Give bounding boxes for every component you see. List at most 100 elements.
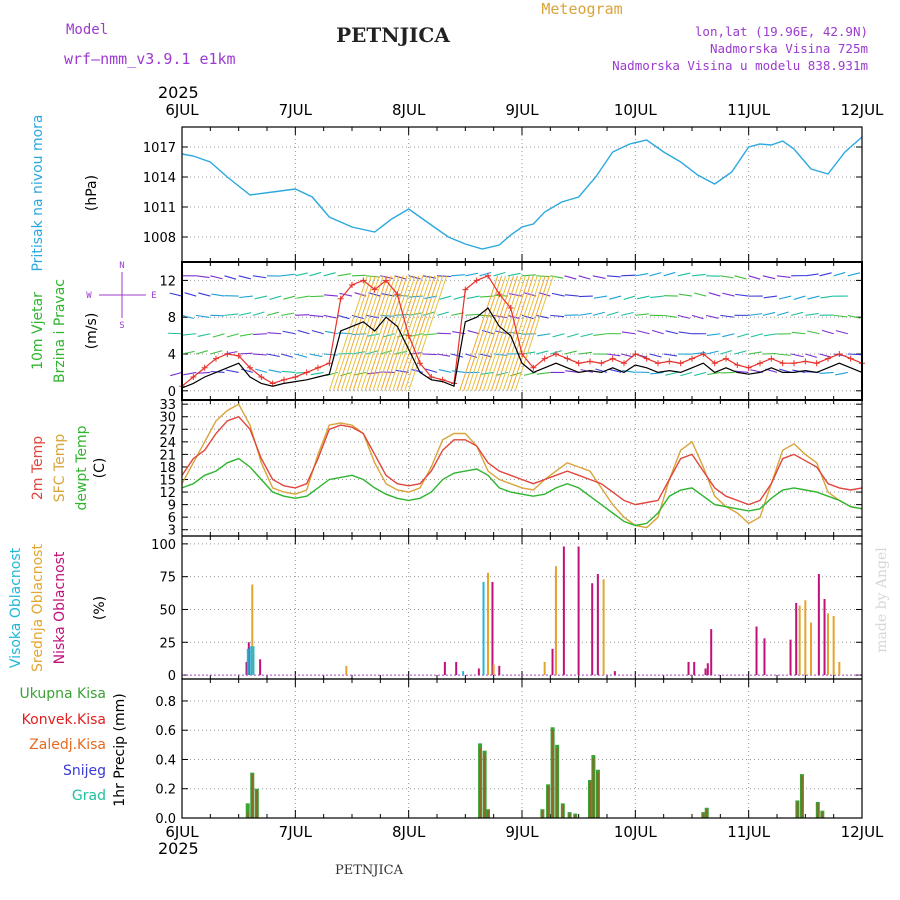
y-tick-label: 1008: [143, 231, 176, 246]
wind-ylabel-line2: Brzina i Pravac: [52, 279, 68, 383]
wind-arrow: [763, 333, 778, 337]
wind-arrow: [636, 295, 650, 300]
gust-marker: [723, 355, 729, 362]
gust-marker: [201, 364, 208, 371]
convective-precip-bar: [541, 810, 544, 818]
wind-arrow: [819, 371, 834, 375]
wind-arrow-strong: [502, 275, 542, 391]
wind-arrow: [608, 368, 622, 373]
legend-frozen: Zaledj.Kisa: [29, 737, 106, 753]
wind-arrow: [748, 275, 761, 280]
low-cloud-bar: [577, 546, 580, 676]
y-tick-label: 0: [168, 669, 176, 684]
wind-arrow: [819, 272, 832, 277]
time-label-top: 11JUL: [727, 101, 770, 119]
wind-arrow: [436, 353, 451, 357]
dewpoint-label: dewpt Temp: [74, 425, 90, 510]
gust-marker: [247, 364, 253, 371]
wind-arrow: [578, 351, 593, 355]
y-tick-label: 24: [159, 436, 176, 451]
wind-arrow: [238, 275, 251, 280]
time-label-bottom: 10JUL: [614, 823, 657, 841]
low-cloud-bar: [498, 665, 501, 676]
total-precip-bar: [245, 803, 250, 818]
gust-marker: [564, 355, 571, 362]
low-cloud-bar: [596, 574, 599, 676]
time-label-top: 12JUL: [841, 101, 884, 119]
wind-arrow: [311, 329, 324, 335]
panel-frame: [181, 678, 863, 819]
low-cloud-bar: [562, 546, 565, 676]
mid-cloud-bar: [827, 613, 829, 676]
wind-arrow: [366, 314, 380, 319]
mid-cloud-bar: [798, 605, 801, 676]
gust-marker: [258, 374, 265, 380]
gust-marker: [734, 362, 741, 369]
gust-marker: [519, 351, 525, 357]
gust-marker: [530, 364, 537, 371]
wind-arrow: [184, 292, 197, 297]
wind-arrow: [691, 314, 704, 320]
gust-marker: [711, 360, 718, 367]
wind-arrow: [566, 333, 579, 338]
low-cloud-bar: [795, 602, 798, 676]
gust-marker: [621, 360, 627, 367]
wind-arrow: [623, 295, 636, 300]
y-tick-label: 0.0: [155, 812, 176, 827]
gust-marker: [428, 374, 435, 380]
wind-arrow: [650, 371, 664, 375]
wind-arrow: [550, 275, 564, 279]
wind-arrow: [736, 333, 749, 338]
wind-arrow: [722, 333, 735, 338]
wind-arrow: [835, 330, 848, 335]
wind-arrow: [269, 295, 282, 300]
y-tick-label: 15: [159, 474, 176, 489]
low-cloud-bar: [789, 639, 792, 676]
wind-arrow-strong: [348, 275, 388, 391]
gust-marker: [757, 360, 763, 367]
convective-precip-bar: [556, 747, 559, 818]
wind-arrow: [835, 371, 848, 376]
wind-arrow: [339, 292, 353, 297]
convective-precip-bar: [483, 753, 486, 818]
wind-arrow: [507, 314, 520, 320]
wind-arrow-strong: [404, 275, 444, 391]
wind-arrow: [680, 371, 693, 377]
wind-arrow-strong: [459, 275, 499, 391]
y-tick-label: 3: [168, 524, 176, 539]
gust-marker: [632, 351, 639, 357]
wind-arrow: [776, 353, 791, 356]
wind-arrow-strong: [376, 275, 416, 391]
wind-arrow: [564, 350, 577, 355]
wind-arrow: [323, 272, 336, 277]
mid-cloud-bar: [345, 665, 348, 676]
wind-arrow: [252, 311, 265, 316]
wind-arrow: [778, 295, 792, 300]
wind-arrow: [720, 314, 734, 318]
wind-arrow: [424, 295, 438, 300]
convective-precip-bar: [816, 803, 819, 818]
y-tick-label: 12: [159, 274, 176, 289]
wind-arrow: [621, 274, 636, 277]
wind-arrow: [353, 371, 367, 376]
wind-arrow: [255, 368, 268, 373]
convective-precip-bar: [551, 730, 554, 818]
wind-arrow: [606, 353, 621, 357]
wind-arrow: [621, 311, 634, 316]
wind-arrow: [677, 314, 691, 319]
time-label-top: 10JUL: [614, 101, 657, 119]
compass-e: E: [151, 291, 156, 301]
wind-arrow-strong: [494, 275, 534, 391]
convective-precip-bar: [596, 772, 599, 818]
gust-marker: [836, 351, 843, 357]
wind-arrow: [819, 353, 832, 358]
wind-arrow: [366, 275, 380, 278]
low-cloud-bar: [259, 659, 262, 676]
wind-arrow: [467, 330, 480, 335]
wind-arrow-strong: [360, 275, 400, 391]
wind-arrow: [295, 314, 310, 316]
wind-arrow: [198, 292, 211, 297]
y-tick-label: 75: [159, 571, 176, 586]
wind-arrow: [791, 331, 806, 335]
time-label-bottom: 9JUL: [505, 823, 539, 841]
